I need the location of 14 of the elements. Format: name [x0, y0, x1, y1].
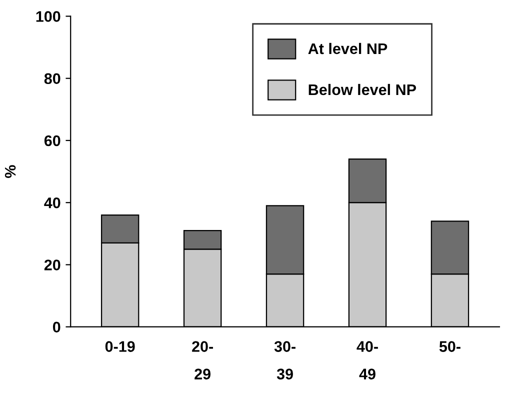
- y-tick-label: 0: [52, 322, 60, 333]
- x-tick-label: 40- 49: [356, 341, 378, 380]
- legend-label: Below level NP: [308, 84, 416, 96]
- x-tick-label: 0-19: [105, 341, 135, 352]
- x-tick-label: 20- 29: [192, 341, 213, 380]
- x-tick-label: 50-: [439, 341, 460, 352]
- y-tick-label: 40: [44, 197, 60, 208]
- y-axis-title: %: [4, 165, 16, 178]
- x-tick-label: 30- 39: [274, 341, 296, 380]
- y-tick-label: 80: [44, 73, 60, 84]
- y-tick-label: 60: [44, 135, 60, 146]
- y-tick-label: 20: [44, 260, 60, 270]
- legend-label: At level NP: [308, 42, 388, 54]
- y-tick-label: 100: [36, 11, 60, 22]
